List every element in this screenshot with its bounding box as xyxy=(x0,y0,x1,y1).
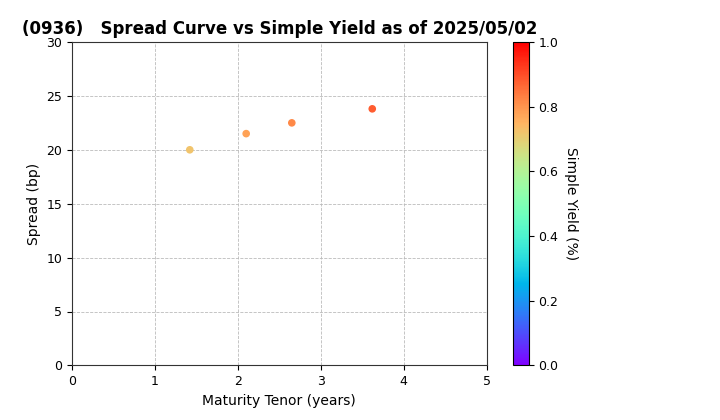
Title: (0936)   Spread Curve vs Simple Yield as of 2025/05/02: (0936) Spread Curve vs Simple Yield as o… xyxy=(22,20,537,38)
Y-axis label: Simple Yield (%): Simple Yield (%) xyxy=(564,147,578,260)
Y-axis label: Spread (bp): Spread (bp) xyxy=(27,163,41,245)
Point xyxy=(240,130,252,137)
Point xyxy=(184,147,196,153)
Point xyxy=(286,119,297,126)
X-axis label: Maturity Tenor (years): Maturity Tenor (years) xyxy=(202,394,356,408)
Point xyxy=(366,105,378,112)
